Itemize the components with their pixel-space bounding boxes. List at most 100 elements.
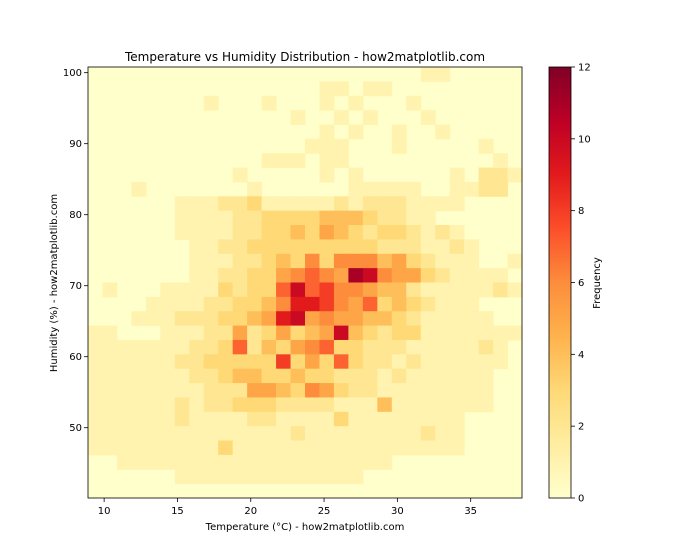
heatmap-cell bbox=[145, 426, 161, 442]
heatmap-cell bbox=[189, 196, 205, 212]
heatmap-cell bbox=[131, 181, 147, 197]
heatmap-cell bbox=[276, 210, 292, 226]
heatmap-cell bbox=[420, 339, 436, 355]
heatmap-cell bbox=[319, 268, 335, 283]
heatmap-cell bbox=[391, 196, 407, 212]
heatmap-cell bbox=[160, 339, 176, 355]
plot-frame bbox=[87, 66, 523, 499]
heatmap-cell bbox=[348, 339, 364, 355]
heatmap-cell bbox=[478, 268, 494, 283]
heatmap-cell bbox=[319, 469, 335, 485]
heatmap-cell bbox=[406, 296, 422, 312]
heatmap-cell bbox=[290, 440, 306, 456]
x-axis-label: Temperature (°C) - how2matplotlib.com bbox=[205, 522, 405, 533]
y-tick-label: 90 bbox=[69, 139, 82, 150]
heatmap-cell bbox=[319, 210, 335, 226]
heatmap-cell bbox=[319, 383, 335, 398]
heatmap-cell bbox=[406, 397, 422, 413]
heatmap-cell bbox=[420, 67, 436, 82]
heatmap-cell bbox=[435, 253, 451, 269]
heatmap-cell bbox=[276, 454, 292, 470]
heatmap-cell bbox=[435, 383, 451, 398]
heatmap-cell bbox=[261, 368, 277, 384]
heatmap-cell bbox=[276, 268, 292, 283]
heatmap-cell bbox=[160, 383, 176, 398]
heatmap-cell bbox=[189, 268, 205, 283]
heatmap-cell bbox=[116, 454, 132, 470]
y-tick-label: 60 bbox=[69, 352, 82, 363]
heatmap-cell bbox=[116, 426, 132, 442]
heatmap-cell bbox=[102, 397, 118, 413]
heatmap-cell bbox=[362, 339, 378, 355]
heatmap-cell bbox=[218, 354, 234, 370]
heatmap-cell bbox=[348, 268, 364, 283]
heatmap-cell bbox=[305, 138, 320, 154]
heatmap-cell bbox=[290, 311, 306, 327]
heatmap-cell bbox=[218, 282, 234, 298]
heatmap-cell bbox=[435, 397, 451, 413]
heatmap-cell bbox=[305, 354, 320, 370]
heatmap-cell bbox=[290, 225, 306, 240]
heatmap-cell bbox=[232, 210, 248, 226]
heatmap-cell bbox=[377, 411, 393, 427]
colorbar-tick-label: 4 bbox=[578, 350, 584, 361]
heatmap-cell bbox=[174, 397, 190, 413]
heatmap-cell bbox=[247, 196, 263, 212]
heatmap-cell bbox=[348, 253, 364, 269]
heatmap-cell bbox=[203, 339, 219, 355]
heatmap-cell bbox=[449, 426, 465, 442]
colorbar-tick-label: 8 bbox=[578, 206, 584, 217]
heatmap-cell bbox=[174, 282, 190, 298]
heatmap-cells bbox=[88, 67, 523, 498]
x-tick-label: 15 bbox=[171, 506, 184, 517]
heatmap-cell bbox=[232, 296, 248, 312]
heatmap-cell bbox=[319, 239, 335, 255]
heatmap-cell bbox=[377, 440, 393, 456]
heatmap-cell bbox=[493, 167, 509, 183]
heatmap-cell bbox=[232, 383, 248, 398]
heatmap-cell bbox=[435, 411, 451, 427]
heatmap-cell bbox=[464, 311, 480, 327]
heatmap-cell bbox=[102, 282, 118, 298]
heatmap-cell bbox=[493, 325, 509, 341]
heatmap-cell bbox=[478, 339, 494, 355]
heatmap-cell bbox=[261, 469, 277, 485]
heatmap-cell bbox=[232, 196, 248, 212]
heatmap-cell bbox=[290, 368, 306, 384]
heatmap-cell bbox=[290, 239, 306, 255]
heatmap-cell bbox=[88, 440, 103, 456]
heatmap-cell bbox=[333, 110, 349, 125]
heatmap-cell bbox=[464, 368, 480, 384]
heatmap-cell bbox=[420, 296, 436, 312]
heatmap-cell bbox=[290, 268, 306, 283]
heatmap-cell bbox=[232, 325, 248, 341]
heatmap-cell bbox=[362, 368, 378, 384]
heatmap-cell bbox=[420, 210, 436, 226]
heatmap-cell bbox=[333, 196, 349, 212]
heatmap-cell bbox=[464, 339, 480, 355]
y-tick-label: 70 bbox=[69, 281, 82, 292]
heatmap-cell bbox=[319, 339, 335, 355]
heatmap-cell bbox=[218, 397, 234, 413]
heatmap-cell bbox=[203, 311, 219, 327]
heatmap-cell bbox=[116, 440, 132, 456]
heatmap-cell bbox=[131, 411, 147, 427]
heatmap-cell bbox=[493, 268, 509, 283]
heatmap-cell bbox=[189, 282, 205, 298]
heatmap-cell bbox=[391, 426, 407, 442]
heatmap-cell bbox=[391, 296, 407, 312]
x-tick-label: 10 bbox=[98, 506, 111, 517]
heatmap-cell bbox=[333, 268, 349, 283]
heatmap-cell bbox=[391, 397, 407, 413]
heatmap-cell bbox=[174, 296, 190, 312]
heatmap-cell bbox=[391, 181, 407, 197]
heatmap-cell bbox=[420, 268, 436, 283]
heatmap-cell bbox=[406, 196, 422, 212]
heatmap-cell bbox=[377, 339, 393, 355]
heatmap-cell bbox=[391, 311, 407, 327]
heatmap-cell bbox=[261, 454, 277, 470]
heatmap-cell bbox=[218, 325, 234, 341]
heatmap-cell bbox=[449, 411, 465, 427]
heatmap-cell bbox=[131, 311, 147, 327]
heatmap-cell bbox=[391, 383, 407, 398]
